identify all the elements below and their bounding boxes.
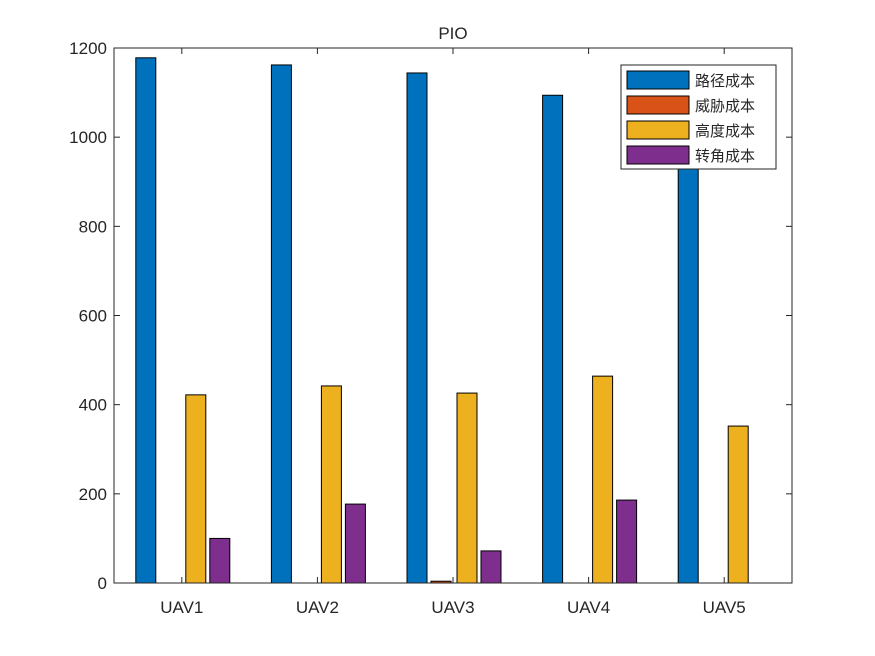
bar-uav3-series-2 <box>456 392 478 584</box>
bar-uav5-series-0 <box>677 158 699 584</box>
bar-uav3-series-3 <box>480 550 502 584</box>
bar-uav4-series-3 <box>616 499 638 584</box>
y-tick-label: 600 <box>79 307 107 326</box>
legend-swatch <box>626 95 690 115</box>
x-tick-label: UAV4 <box>567 598 610 617</box>
x-tick-label: UAV2 <box>296 598 339 617</box>
bar-uav2-series-2 <box>320 385 342 584</box>
ticks-group: 0 200 400 600 800 1000 1200 UAV1 UAV2 UAV3 UAV4 UAV… <box>69 39 792 617</box>
x-tick-label: UAV5 <box>703 598 746 617</box>
chart-title: PIO <box>438 24 467 43</box>
legend-swatch <box>626 145 690 165</box>
bar-uav5-series-2 <box>727 425 749 584</box>
bar-uav1-series-0 <box>135 57 157 584</box>
bar-uav2-series-0 <box>270 64 292 584</box>
bar-uav1-series-3 <box>209 537 231 584</box>
bar-uav3-series-0 <box>406 72 428 584</box>
y-tick-label: 1200 <box>69 39 107 58</box>
x-tick-label: UAV3 <box>431 598 474 617</box>
bars-group <box>135 57 749 584</box>
legend-swatch <box>626 120 690 140</box>
legend-label: 转角成本 <box>695 148 755 165</box>
y-tick-label: 0 <box>98 574 107 593</box>
legend-label: 威胁成本 <box>695 98 755 115</box>
x-tick-label: UAV1 <box>160 598 203 617</box>
y-tick-label: 200 <box>79 485 107 504</box>
legend-swatch <box>626 70 690 90</box>
bar-uav1-series-2 <box>185 394 207 584</box>
legend-label: 高度成本 <box>695 123 755 140</box>
bar-uav2-series-3 <box>344 503 366 584</box>
bar-uav4-series-2 <box>592 375 614 584</box>
y-tick-label: 1000 <box>69 128 107 147</box>
legend-label: 路径成本 <box>695 73 755 90</box>
y-tick-label: 400 <box>79 396 107 415</box>
bar-uav4-series-0 <box>542 94 564 584</box>
y-tick-label: 800 <box>79 217 107 236</box>
